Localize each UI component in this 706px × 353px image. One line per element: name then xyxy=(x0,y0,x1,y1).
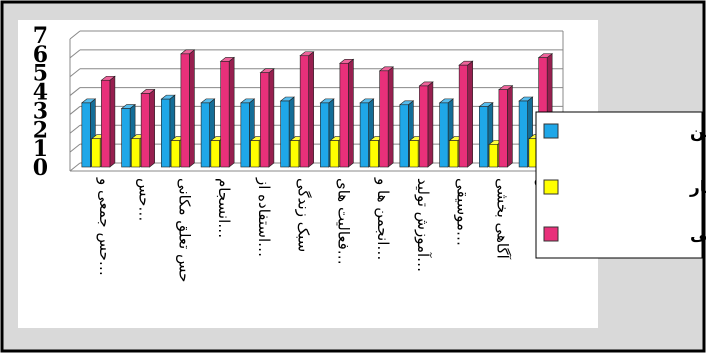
x-tick-label: سبک زندگی xyxy=(295,178,313,252)
category-labels: حس جمعی و… حس… حس تعلق مکانی انسجام… استفاده… xyxy=(96,177,551,282)
gridline-side xyxy=(69,162,81,172)
bar xyxy=(140,88,156,168)
bar xyxy=(219,56,236,168)
x-tick-label: حس تعلق مکانی xyxy=(175,178,193,282)
y-tick-label: 2 xyxy=(33,117,48,143)
y-tick-label: 7 xyxy=(33,23,48,49)
gridline-side xyxy=(69,124,81,134)
x-tick-label: آگاهی بخشی xyxy=(493,178,511,260)
x-tick-label: حس… xyxy=(136,178,154,221)
gridline-side xyxy=(69,87,81,96)
bar xyxy=(378,66,395,168)
x-tick-label: حس جمعی و… xyxy=(96,177,114,276)
legend-entry: میانگین xyxy=(543,121,706,142)
y-tick-label: 4 xyxy=(33,80,48,106)
legend-entry: انحراف معیار xyxy=(543,178,706,198)
legend-swatch xyxy=(543,226,559,242)
legend-label: میانگین xyxy=(690,121,706,142)
gridline-side xyxy=(69,143,81,153)
y-tick-label: 5 xyxy=(33,61,48,87)
y-tick-label: 6 xyxy=(33,42,48,68)
gridline-side xyxy=(69,49,81,59)
legend-label: انحراف معیار xyxy=(689,178,706,198)
legend-swatch xyxy=(543,179,559,195)
gridline-side xyxy=(69,68,81,78)
bar xyxy=(259,68,275,168)
legend-swatch xyxy=(543,123,559,139)
x-tick-label: فعالیت های… xyxy=(334,178,352,265)
y-tick-label: 0 xyxy=(33,155,48,181)
bar xyxy=(299,51,315,168)
legend-entry: آماره تی xyxy=(543,223,706,245)
bar xyxy=(180,49,196,168)
legend-label: آماره تی xyxy=(690,223,706,245)
gridline-side xyxy=(69,106,81,115)
legend: میانگین انحراف معیار آماره تی xyxy=(535,111,706,259)
bar xyxy=(498,85,514,168)
bar xyxy=(100,75,116,168)
x-tick-label: موسیقی… xyxy=(454,178,472,246)
gridline-side xyxy=(69,30,81,40)
x-tick-label: آموزش تولید… xyxy=(414,178,432,272)
x-tick-label: انسجام… xyxy=(215,178,233,238)
legend-box xyxy=(535,111,703,259)
y-tick-label: 1 xyxy=(33,136,48,162)
bar xyxy=(458,60,474,168)
x-tick-label: استفاده از… xyxy=(255,177,273,257)
x-tick-label: انجمن ها و… xyxy=(374,177,392,260)
bar xyxy=(339,58,355,168)
y-tick-label: 3 xyxy=(33,98,48,124)
bar xyxy=(418,81,434,168)
